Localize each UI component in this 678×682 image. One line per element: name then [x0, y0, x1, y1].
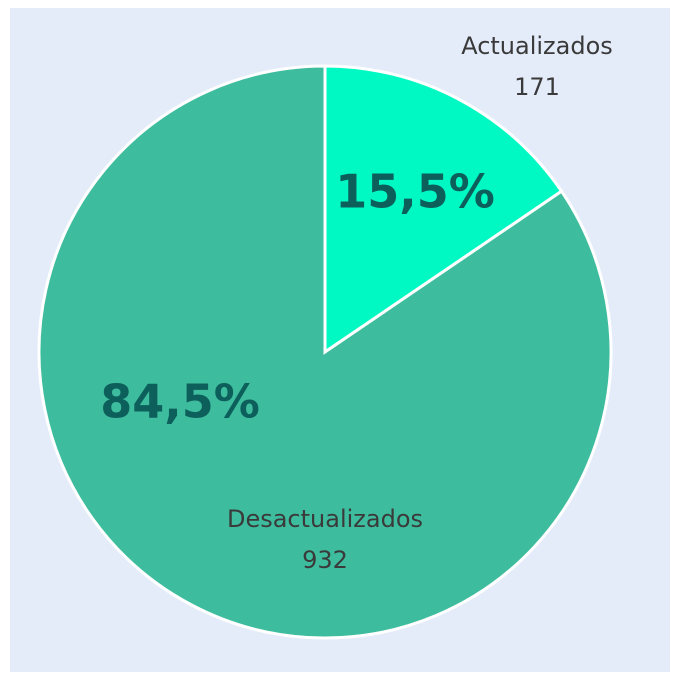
category-label: Actualizados	[461, 32, 613, 60]
count-label: 932	[302, 546, 348, 574]
percent-label: 15,5%	[335, 165, 495, 219]
pie-slice	[37, 64, 613, 640]
percent-label: 84,5%	[100, 375, 260, 429]
count-label: 171	[514, 73, 560, 101]
pie-slice	[323, 64, 564, 355]
category-label: Desactualizados	[227, 505, 423, 533]
